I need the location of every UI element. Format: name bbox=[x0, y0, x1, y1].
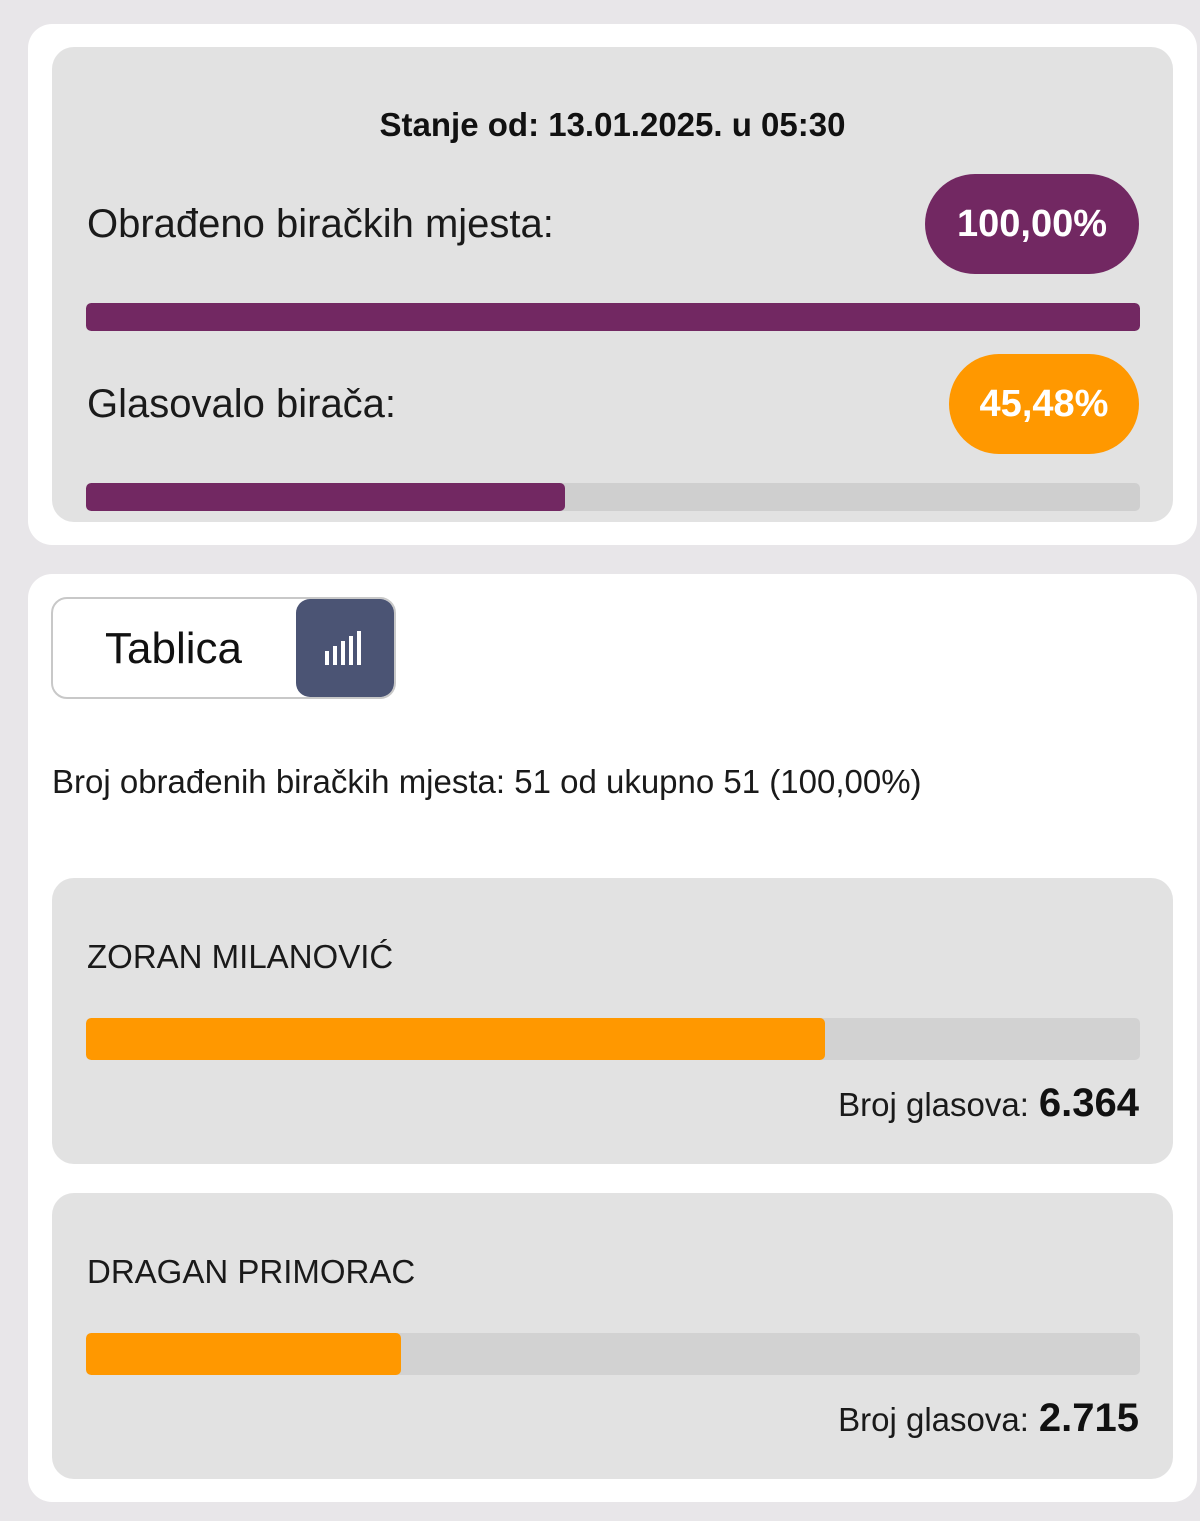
candidate-vote-fill bbox=[86, 1333, 402, 1375]
processed-stations-label: Obrađeno biračkih mjesta: bbox=[87, 202, 554, 246]
votes-label: Broj glasova: bbox=[838, 1401, 1029, 1438]
turnout-label: Glasovalo birača: bbox=[87, 382, 397, 426]
turnout-progress-fill bbox=[86, 483, 566, 511]
results-card: Tablica Broj obrađenih biračkih mjesta: … bbox=[28, 574, 1197, 1502]
candidate-card: DRAGAN PRIMORAC Broj glasova: 2.715 bbox=[52, 1193, 1173, 1479]
candidate-vote-bar bbox=[86, 1018, 1140, 1060]
turnout-progress-bar bbox=[86, 483, 1140, 511]
processed-progress-fill bbox=[86, 303, 1140, 331]
turnout-percent-badge: 45,48% bbox=[949, 354, 1139, 454]
votes-count: 6.364 bbox=[1038, 1081, 1139, 1125]
votes-label: Broj glasova: bbox=[838, 1086, 1029, 1123]
chart-view-button[interactable] bbox=[296, 599, 394, 697]
candidate-vote-bar bbox=[86, 1333, 1140, 1375]
status-card: Stanje od: 13.01.2025. u 05:30 Obrađeno … bbox=[28, 24, 1197, 545]
processed-percent-badge: 100,00% bbox=[925, 174, 1139, 274]
candidate-votes: Broj glasova: 6.364 bbox=[838, 1081, 1139, 1126]
candidate-name: ZORAN MILANOVIĆ bbox=[87, 938, 394, 975]
votes-count: 2.715 bbox=[1038, 1396, 1139, 1440]
candidate-vote-fill bbox=[86, 1018, 825, 1060]
candidate-name: DRAGAN PRIMORAC bbox=[87, 1253, 416, 1290]
status-timestamp: Stanje od: 13.01.2025. u 05:30 bbox=[379, 106, 846, 143]
status-panel: Stanje od: 13.01.2025. u 05:30 Obrađeno … bbox=[52, 47, 1173, 522]
candidate-card: ZORAN MILANOVIĆ Broj glasova: 6.364 bbox=[52, 878, 1173, 1164]
table-view-option[interactable]: Tablica bbox=[105, 624, 242, 673]
processed-summary: Broj obrađenih biračkih mjesta: 51 od uk… bbox=[52, 763, 922, 800]
bar-chart-icon bbox=[325, 631, 361, 665]
candidate-votes: Broj glasova: 2.715 bbox=[838, 1396, 1139, 1441]
view-toggle[interactable]: Tablica bbox=[51, 597, 396, 699]
processed-progress-bar bbox=[86, 303, 1140, 331]
